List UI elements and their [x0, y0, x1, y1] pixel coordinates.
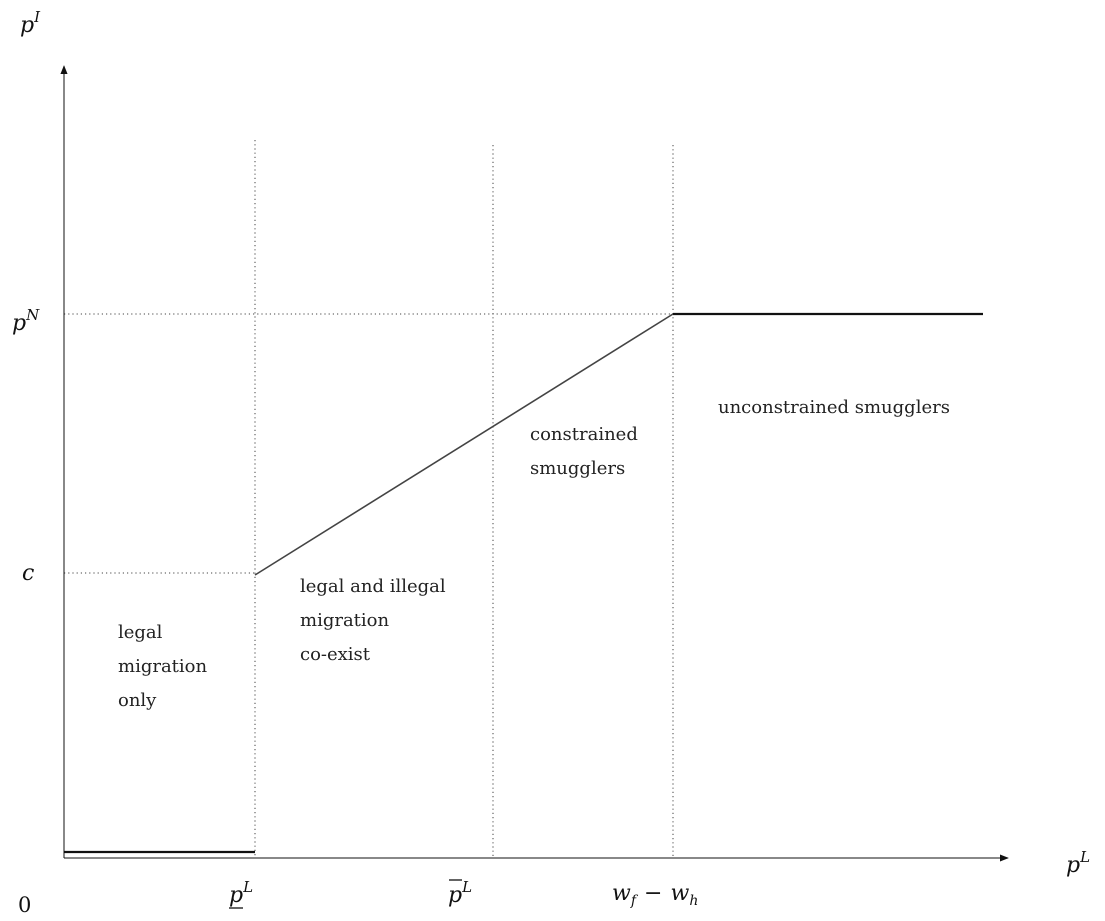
y-tick-pn: pN	[12, 306, 40, 336]
x-tick-lower-threshold: pL	[229, 878, 253, 908]
region-unconstrained: unconstrained smugglers	[718, 397, 950, 418]
x-tick-upper-threshold: pL	[448, 878, 472, 908]
region-coexist: legal and illegal migration co-exist	[300, 576, 451, 665]
region-legal-only: legal migration only	[118, 622, 213, 711]
x-axis-label: pL	[1066, 848, 1090, 878]
y-tick-c: c	[22, 561, 34, 586]
origin-label: 0	[18, 893, 31, 917]
curve-segment-constrained	[254, 313, 674, 576]
x-tick-wage-gap: wf − wh	[612, 881, 698, 909]
region-constrained: constrained smugglers	[530, 424, 644, 479]
y-axis-label: pI	[20, 8, 41, 38]
